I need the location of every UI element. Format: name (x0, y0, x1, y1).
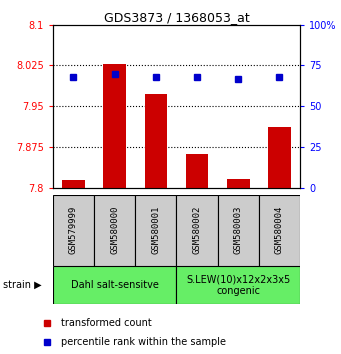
Text: S.LEW(10)x12x2x3x5
congenic: S.LEW(10)x12x2x3x5 congenic (186, 274, 291, 296)
Title: GDS3873 / 1368053_at: GDS3873 / 1368053_at (104, 11, 249, 24)
Bar (218, 195, 259, 266)
Text: strain ▶: strain ▶ (3, 280, 42, 290)
Bar (177, 266, 300, 304)
Text: GSM580000: GSM580000 (110, 206, 119, 254)
Bar (53, 266, 177, 304)
Text: percentile rank within the sample: percentile rank within the sample (61, 337, 226, 347)
Text: GSM580002: GSM580002 (193, 206, 202, 254)
Bar (177, 195, 218, 266)
Bar (135, 195, 177, 266)
Bar (259, 195, 300, 266)
Bar (186, 154, 208, 188)
Bar (53, 195, 94, 266)
Text: GSM580003: GSM580003 (234, 206, 243, 254)
Bar (268, 127, 291, 188)
Text: Dahl salt-sensitve: Dahl salt-sensitve (71, 280, 159, 290)
Bar (94, 195, 135, 266)
Bar (227, 179, 250, 188)
Bar (103, 64, 126, 188)
Bar (62, 180, 85, 188)
Text: transformed count: transformed count (61, 318, 152, 329)
Text: GSM580001: GSM580001 (151, 206, 160, 254)
Text: GSM580004: GSM580004 (275, 206, 284, 254)
Text: GSM579999: GSM579999 (69, 206, 78, 254)
Bar (145, 94, 167, 188)
